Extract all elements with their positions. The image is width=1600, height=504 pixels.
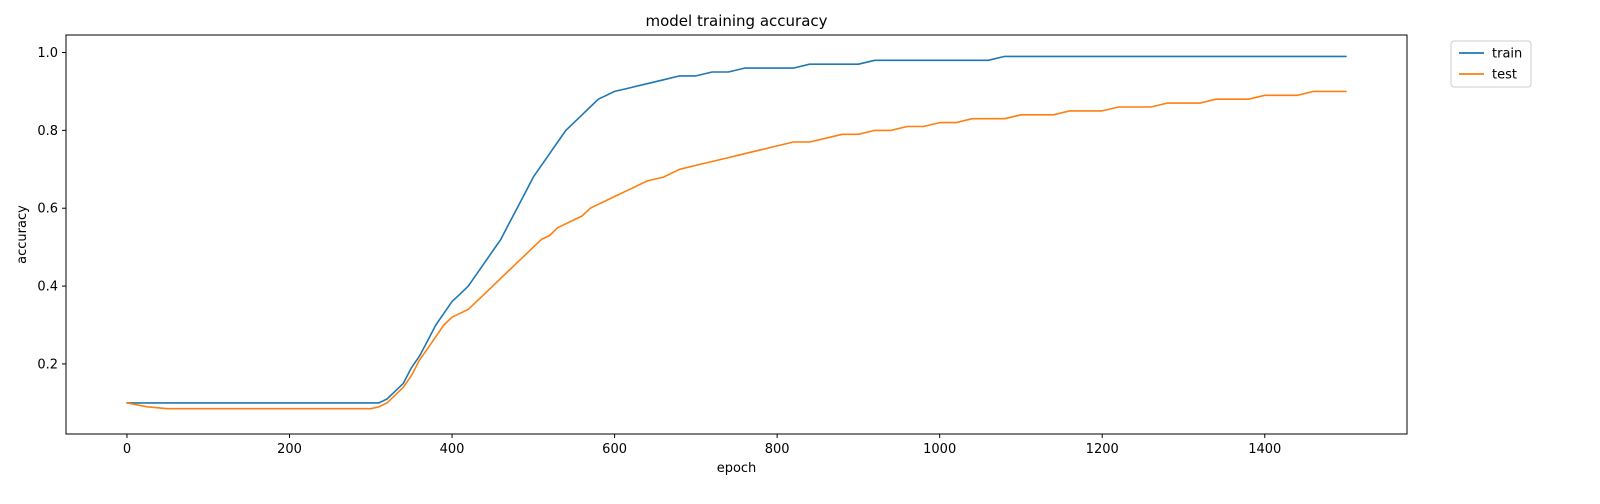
- y-tick-label: 0.2: [37, 357, 58, 372]
- y-axis: 0.2 0.4 0.6 0.8 1.0: [37, 46, 66, 372]
- x-axis: 0 200 400 600 800 1000 1200 1400: [123, 434, 1281, 457]
- x-axis-label: epoch: [717, 461, 757, 476]
- legend: train test: [1450, 40, 1532, 88]
- y-tick-label: 0.6: [37, 202, 58, 217]
- series-line-test: [126, 90, 1347, 410]
- y-tick-label: 0.4: [37, 280, 58, 295]
- x-tick-label: 400: [440, 442, 465, 457]
- x-tick-label: 1200: [1086, 442, 1119, 457]
- chart-title: model training accuracy: [645, 12, 827, 30]
- x-tick-label: 800: [765, 442, 790, 457]
- axes-frame: [65, 34, 1408, 435]
- legend-label-train: train: [1492, 47, 1522, 62]
- series-line-train: [126, 55, 1347, 404]
- x-tick-label: 1000: [923, 442, 956, 457]
- y-axis-label: accuracy: [15, 205, 30, 264]
- legend-label-test: test: [1492, 68, 1517, 83]
- x-tick-label: 1400: [1248, 442, 1281, 457]
- x-tick-label: 600: [602, 442, 627, 457]
- x-tick-label: 200: [277, 442, 302, 457]
- x-tick-label: 0: [123, 442, 131, 457]
- series-layer: [126, 55, 1347, 410]
- y-tick-label: 0.8: [37, 124, 58, 139]
- y-tick-label: 1.0: [37, 46, 58, 61]
